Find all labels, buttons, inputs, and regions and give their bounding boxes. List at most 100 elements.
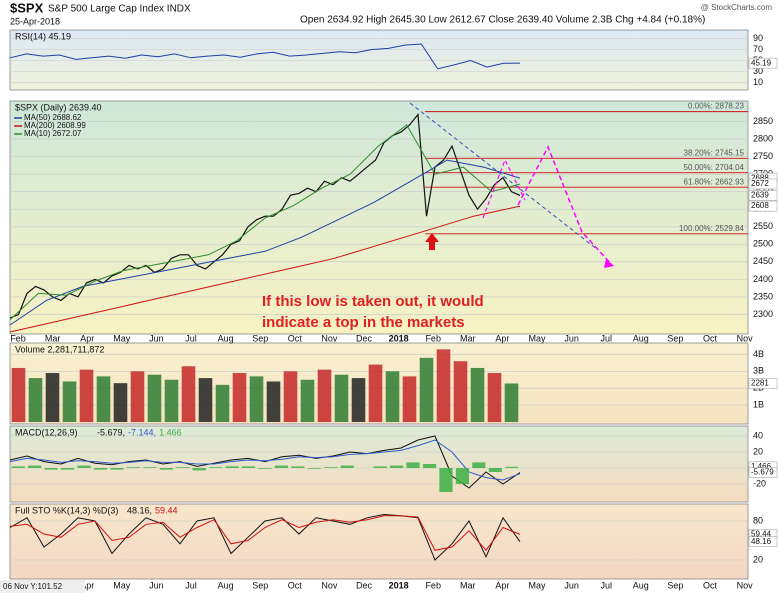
bar: [61, 468, 75, 470]
panel-title: Volume 2,281,711,872: [15, 344, 104, 354]
x-tick-label: 2018: [389, 580, 409, 590]
bar: [472, 462, 486, 468]
value-marker-bg: [748, 378, 778, 389]
y-tick-label: 80: [753, 515, 763, 525]
bar: [126, 467, 140, 468]
value-marker: -5.679: [751, 468, 774, 477]
y-tick-label: 2450: [753, 256, 773, 266]
symbol: $SPX: [10, 0, 44, 15]
y-tick-label: 2750: [753, 151, 773, 161]
panel-bg: [9, 29, 749, 91]
legend-entry: 48.16,: [127, 505, 152, 515]
bar: [406, 462, 420, 468]
value-marker: 2672: [751, 179, 769, 188]
y-tick-label: 4B: [753, 349, 764, 359]
x-tick-label: 2018: [389, 333, 409, 343]
fib-label: 50.00%: 2704.04: [684, 163, 745, 172]
x-tick-label: Aug: [633, 580, 649, 590]
x-tick-label: Jul: [185, 333, 197, 343]
footer-cursor: 06 Nov Y:101.52: [3, 582, 63, 591]
x-tick-label: May: [113, 580, 131, 590]
bar: [249, 376, 264, 422]
x-tick-label: Feb: [10, 333, 26, 343]
series-line: [9, 205, 521, 333]
fib-label: 38.20%: 2745.15: [684, 148, 745, 157]
panels: 1030507090RSI(14) 45.1945.19230023502400…: [0, 29, 778, 593]
y-tick-label: 40: [753, 430, 763, 440]
bar: [147, 374, 162, 422]
bar: [385, 371, 400, 422]
bar: [62, 381, 77, 422]
bar: [291, 466, 305, 468]
bar: [487, 373, 502, 422]
bar: [422, 464, 437, 468]
bar: [340, 465, 354, 468]
bar: [453, 361, 468, 422]
bar: [283, 371, 298, 422]
panel-bg: [9, 425, 749, 503]
value-marker-bg: [748, 178, 778, 190]
fib-label: 61.80%: 2662.93: [684, 177, 745, 186]
panel-title: Full STO %K(14,3) %D(3): [15, 505, 118, 515]
y-tick-label: 2350: [753, 291, 773, 301]
arrow-head: [604, 259, 614, 268]
bar: [79, 369, 94, 422]
x-tick-label: Mar: [45, 333, 61, 343]
x-tick-label: May: [113, 333, 131, 343]
bar: [215, 384, 230, 422]
overlay: If this low is taken out, it would indic…: [262, 102, 614, 331]
value-marker-bg: [748, 200, 778, 212]
legend-entry: MA(200) 2608.99: [24, 121, 86, 130]
footer-box: [0, 580, 85, 593]
x-tick-label: Nov: [737, 580, 754, 590]
y-tick-label: 2400: [753, 274, 773, 284]
bar: [130, 371, 145, 422]
bar: [209, 467, 223, 468]
x-tick-label: Aug: [218, 333, 234, 343]
fib-label: 0.00%: 2878.23: [688, 102, 745, 111]
bar: [44, 468, 58, 470]
x-tick-label: Sep: [667, 333, 683, 343]
x-tick-label: Jul: [185, 580, 197, 590]
x-tick-label: Mar: [460, 333, 476, 343]
bar: [390, 465, 404, 468]
x-tick-label: Dec: [356, 580, 373, 590]
y-tick-label: -20: [753, 478, 766, 488]
bar: [45, 373, 60, 422]
x-tick-label: May: [528, 333, 546, 343]
bar: [274, 465, 289, 468]
legend-entry: 1.466: [159, 427, 182, 437]
x-tick-label: Jul: [600, 333, 612, 343]
x-tick-label: May: [528, 580, 546, 590]
x-tick-label: Nov: [321, 580, 338, 590]
x-tick-label: Aug: [218, 580, 234, 590]
bar: [28, 378, 43, 422]
y-tick-label: 2300: [753, 309, 773, 319]
y-tick-label: 3B: [753, 366, 764, 376]
y-tick-label: 20: [753, 554, 763, 564]
value-marker-bg: [748, 536, 778, 547]
x-tick-label: Nov: [321, 333, 338, 343]
bar: [159, 468, 173, 470]
bar: [28, 465, 42, 468]
legend-entry: 59.44: [155, 505, 178, 515]
series-line: [9, 124, 521, 321]
value-marker-bg: [748, 57, 778, 69]
bar: [324, 467, 338, 468]
value-marker: 59.44: [751, 529, 772, 538]
bar: [488, 468, 502, 472]
series-line: [9, 439, 521, 481]
x-tick-label: Feb: [425, 333, 441, 343]
brand: @ StockCharts.com: [701, 3, 773, 12]
y-tick-label: 2500: [753, 239, 773, 249]
bar: [455, 468, 469, 484]
x-tick-label: Oct: [288, 580, 303, 590]
x-tick-label: Jun: [149, 333, 164, 343]
bar: [225, 466, 239, 468]
legend-entry: MA(50) 2688.62: [24, 113, 82, 122]
bar: [96, 376, 111, 422]
bar: [241, 466, 256, 468]
date: 25-Apr-2018: [10, 16, 60, 26]
annotation: If this low is taken out, it would: [262, 293, 484, 310]
